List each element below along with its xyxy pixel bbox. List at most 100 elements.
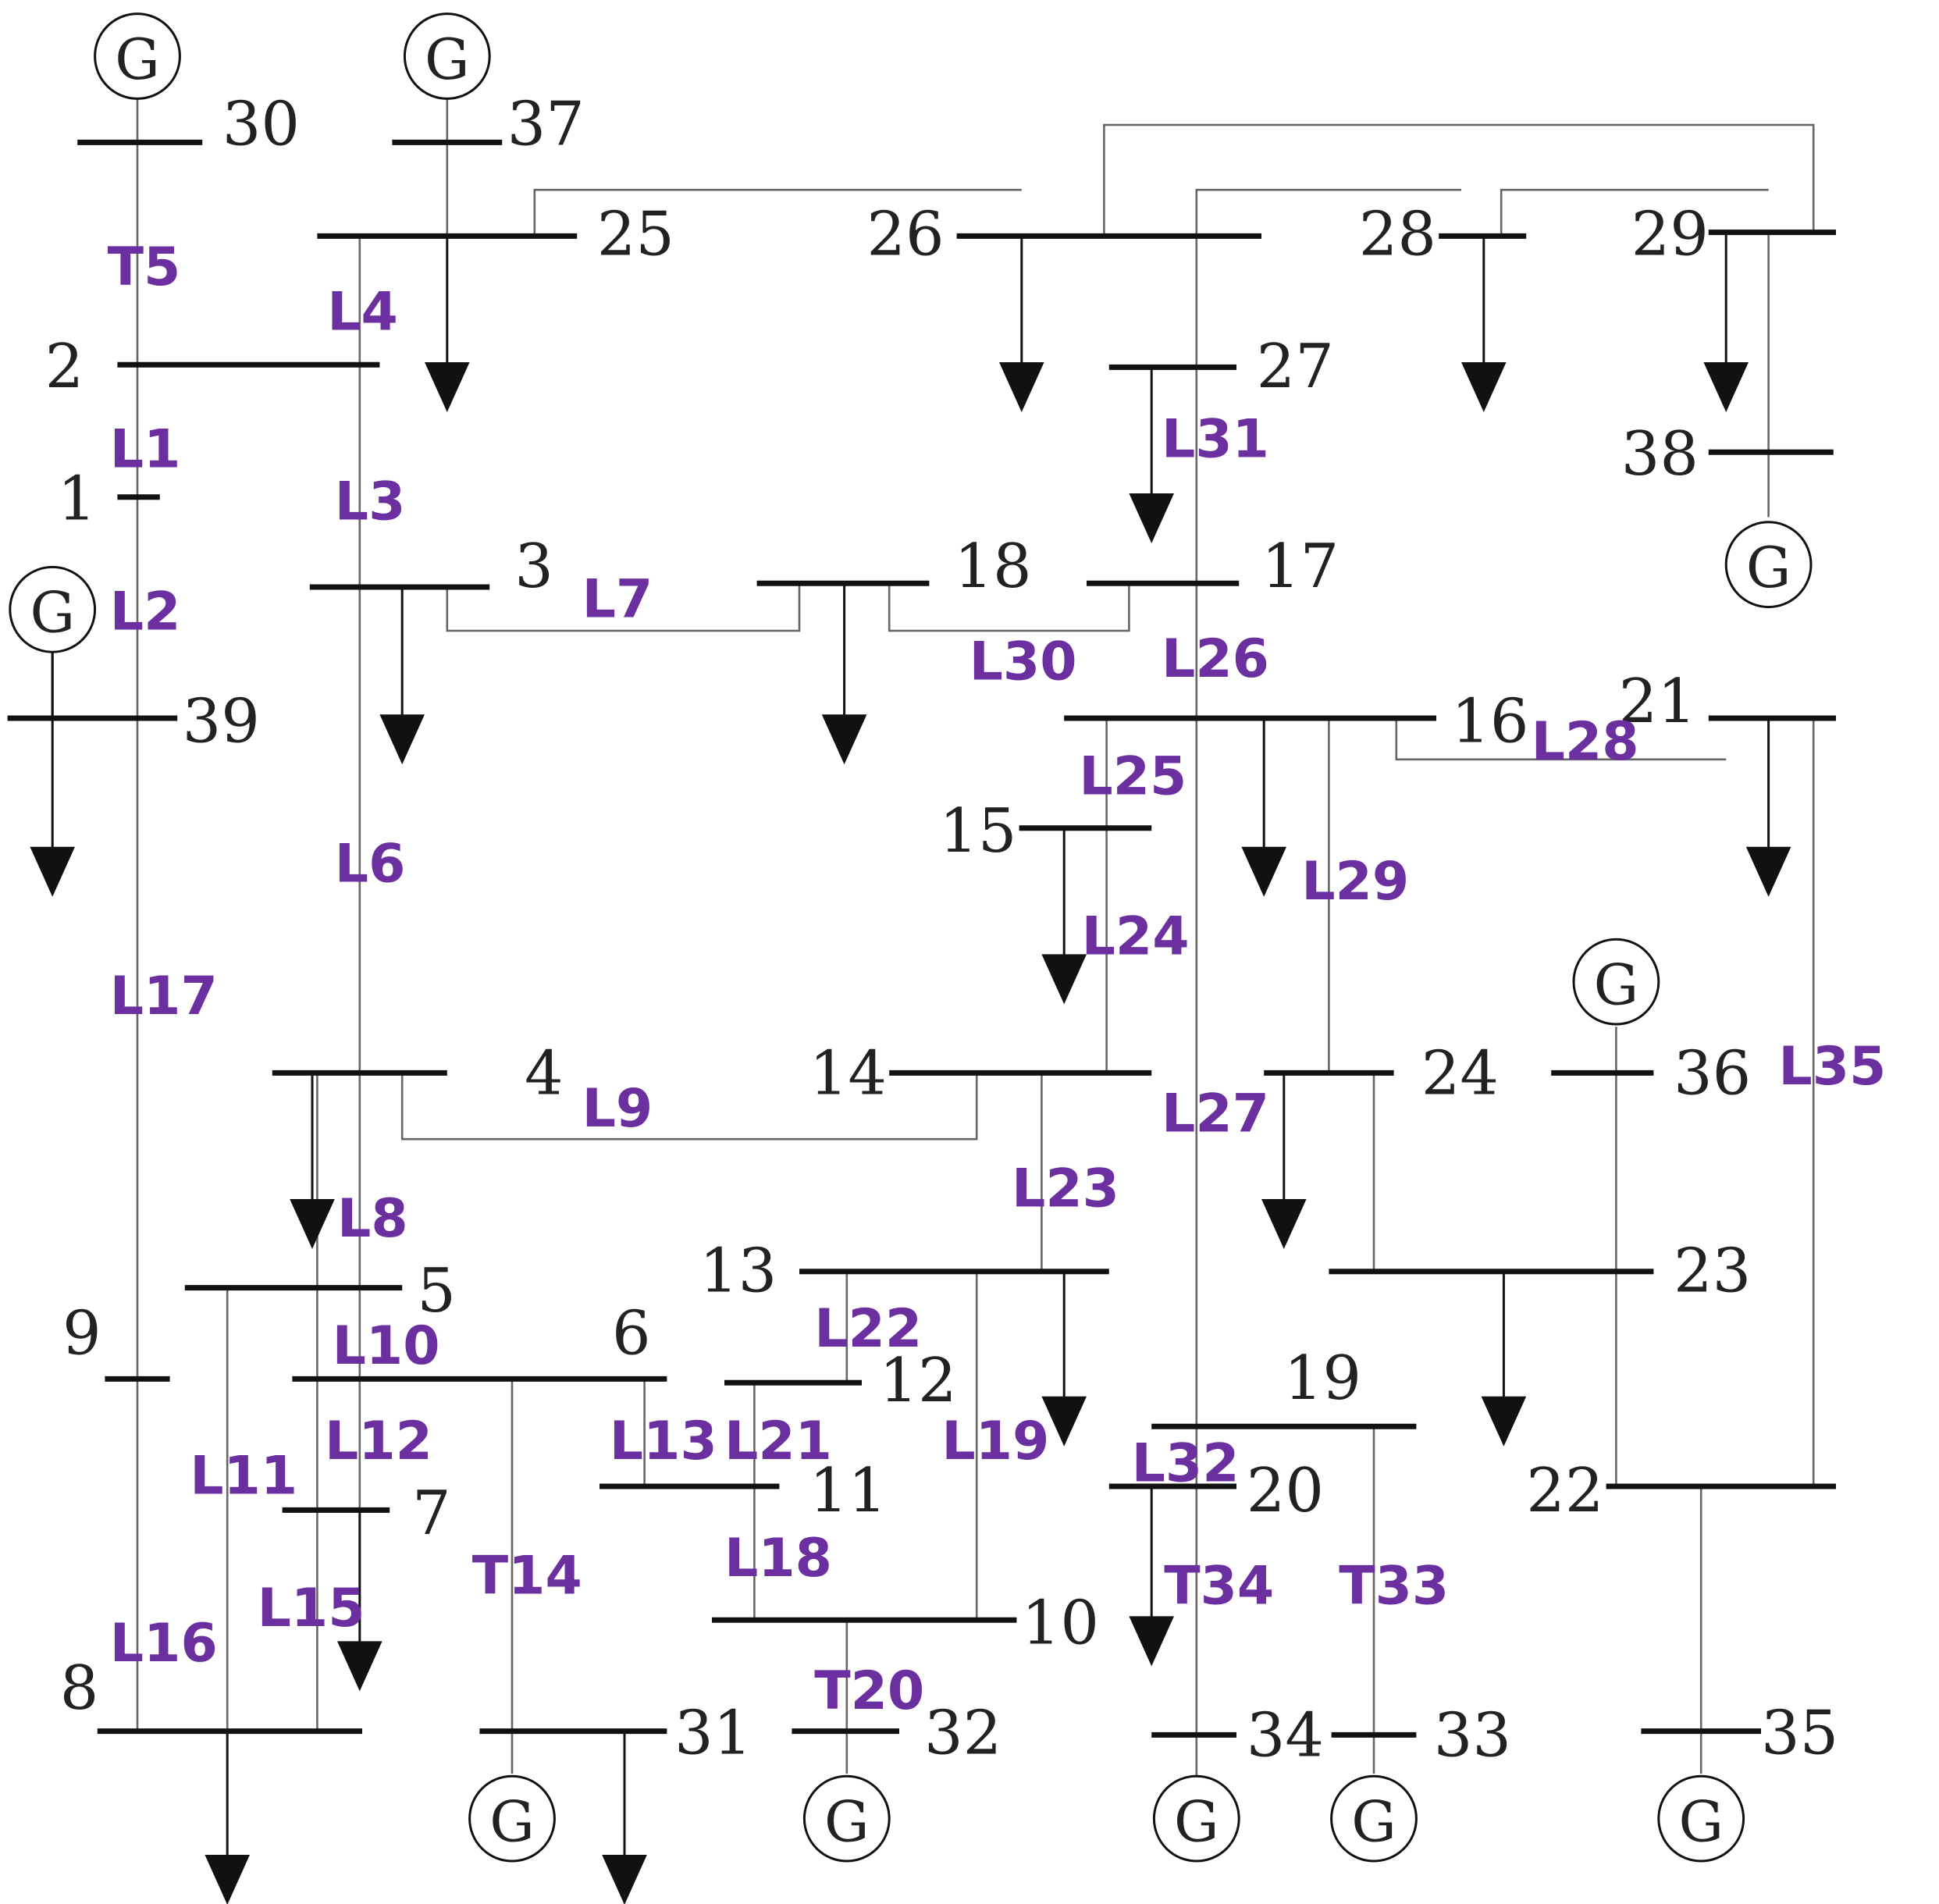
bus-number-19: 19 [1284, 1343, 1361, 1414]
branch-line [1500, 188, 1769, 237]
bus-number-7: 7 [412, 1479, 451, 1549]
bus-number-15: 15 [939, 796, 1016, 867]
bus-number-13: 13 [699, 1236, 777, 1306]
line-label-l21: L21 [724, 1411, 832, 1472]
bus-number-8: 8 [60, 1653, 99, 1724]
load-arrow-icon [1745, 846, 1791, 897]
line-label-l19: L19 [941, 1411, 1049, 1472]
load-arrow-icon [602, 1855, 647, 1904]
load-arrow-icon [999, 362, 1044, 412]
bus-number-20: 20 [1247, 1456, 1324, 1526]
loads [30, 232, 1791, 1904]
generator-letter: G [30, 580, 75, 646]
bus-number-35: 35 [1761, 1698, 1838, 1768]
load-arrow-icon [205, 1855, 250, 1904]
bus-number-36: 36 [1674, 1039, 1751, 1109]
bus-number-23: 23 [1674, 1236, 1751, 1306]
bus-number-9: 9 [62, 1298, 101, 1368]
bus-number-31: 31 [674, 1698, 752, 1768]
line-label-t20: T20 [814, 1660, 924, 1722]
bus-number-6: 6 [612, 1298, 651, 1368]
bus-number-34: 34 [1247, 1701, 1324, 1771]
branch-line [1395, 718, 1727, 761]
generator-icon [1657, 1774, 1745, 1863]
line-label-l11: L11 [190, 1446, 297, 1507]
bus-number-27: 27 [1257, 332, 1334, 402]
branch-line [446, 583, 801, 632]
bus-number-38: 38 [1621, 419, 1699, 489]
line-label-l24: L24 [1082, 906, 1190, 967]
bus-number-21: 21 [1619, 667, 1696, 737]
load-arrow-icon [1703, 362, 1749, 412]
generator-icon [1572, 938, 1660, 1026]
load-arrow-icon [30, 846, 75, 897]
bus-number-30: 30 [222, 90, 300, 160]
bus-number-3: 3 [514, 532, 553, 602]
generator-letter: G [1594, 952, 1639, 1017]
line-label-l18: L18 [724, 1528, 832, 1589]
branch-line [533, 188, 1022, 237]
line-label-t33: T33 [1339, 1555, 1449, 1617]
generator-icon [1330, 1774, 1418, 1863]
generator-letter: G [425, 27, 470, 92]
branch-line [400, 1073, 978, 1141]
branch-line [1103, 123, 1815, 237]
load-arrow-icon [337, 1641, 382, 1692]
load-arrow-icon [1129, 493, 1174, 543]
bus-number-39: 39 [183, 686, 260, 756]
generators: G G G G G G G G G G [9, 12, 1813, 1863]
line-label-l22: L22 [814, 1298, 922, 1360]
line-label-l31: L31 [1162, 409, 1269, 471]
bus-bars [7, 139, 1836, 1738]
bus-number-10: 10 [1022, 1589, 1099, 1659]
generator-letter: G [1746, 535, 1791, 600]
line-label-l2: L2 [110, 581, 181, 642]
generator-letter: G [1351, 1788, 1396, 1854]
line-label-l16: L16 [110, 1613, 218, 1674]
bus-number-2: 2 [45, 332, 84, 402]
bus-number-18: 18 [954, 532, 1031, 602]
bus-number-17: 17 [1261, 532, 1339, 602]
generator-icon [802, 1774, 891, 1863]
generator-icon [94, 12, 181, 100]
bus-number-16: 16 [1451, 686, 1528, 756]
branch-line [1195, 188, 1461, 1786]
line-label-l17: L17 [110, 966, 218, 1027]
generator-letter: G [1174, 1788, 1219, 1854]
generator-icon [1724, 521, 1813, 609]
generator-letter: G [115, 27, 160, 92]
load-arrow-icon [1041, 954, 1087, 1005]
line-label-l32: L32 [1132, 1433, 1240, 1495]
load-arrow-icon [1481, 1396, 1527, 1447]
bus-number-28: 28 [1359, 199, 1436, 269]
bus-number-37: 37 [507, 90, 585, 160]
bus-number-1: 1 [58, 464, 97, 535]
line-label-l23: L23 [1012, 1158, 1119, 1220]
bus-number-14: 14 [809, 1039, 887, 1109]
line-label-l7: L7 [582, 568, 653, 630]
line-label-l4: L4 [327, 281, 398, 343]
generator-icon [9, 565, 97, 653]
bus-number-22: 22 [1526, 1456, 1603, 1526]
line-label-l3: L3 [335, 472, 406, 533]
line-label-l12: L12 [325, 1411, 432, 1472]
line-label-l26: L26 [1162, 628, 1269, 690]
line-label-l15: L15 [258, 1578, 365, 1639]
branch-line [888, 583, 1130, 632]
line-label-l27: L27 [1162, 1084, 1269, 1145]
generator-letter: G [824, 1788, 870, 1854]
generator-icon [403, 12, 491, 100]
bus-number-11: 11 [809, 1456, 887, 1526]
line-label-l6: L6 [335, 834, 406, 895]
line-label-l25: L25 [1079, 746, 1187, 808]
bus-number-4: 4 [525, 1039, 564, 1109]
line-labels: T5 L4 L1 L3 L2 L7 L31 L30 L26 L28 L25 L6 L29 L24 L17 L9… [108, 237, 1887, 1722]
line-label-l1: L1 [110, 418, 181, 480]
load-arrow-icon [290, 1199, 335, 1249]
generator-icon [468, 1774, 556, 1863]
bus-number-25: 25 [597, 199, 674, 269]
bus-number-26: 26 [866, 199, 944, 269]
load-arrow-icon [1241, 846, 1286, 897]
bus-number-5: 5 [417, 1256, 456, 1326]
